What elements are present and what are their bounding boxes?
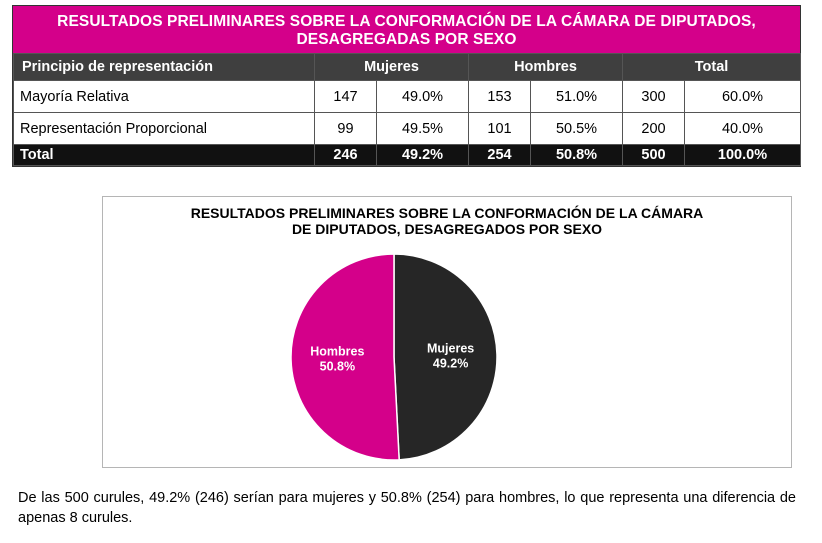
header-women: Mujeres [314, 53, 469, 81]
men-percent: 50.5% [529, 112, 624, 145]
pie-slice-mujeres [393, 253, 498, 461]
table-title-line-1: RESULTADOS PRELIMINARES SOBRE LA CONFORM… [57, 13, 756, 30]
total-count: 200 [622, 112, 686, 145]
pie-label-value: 49.2% [433, 357, 468, 371]
results-table: Principio de representación Mujeres Homb… [13, 53, 802, 166]
pie-label-value: 50.8% [320, 359, 355, 373]
total-men-percent: 50.8% [529, 144, 624, 166]
pie-chart-panel: RESULTADOS PRELIMINARES SOBRE LA CONFORM… [102, 196, 792, 468]
row-label: Representación Proporcional [13, 112, 315, 145]
men-percent: 51.0% [529, 80, 624, 113]
pie-slice-hombres [290, 253, 400, 461]
chart-title-line-2: DE DIPUTADOS, DESAGREGADOS POR SEXO [291, 221, 603, 237]
women-count: 99 [314, 112, 377, 145]
header-total: Total [622, 53, 802, 81]
header-men: Hombres [467, 53, 624, 81]
table-title-line-2: DESAGREGADAS POR SEXO [296, 31, 517, 48]
total-percent: 40.0% [684, 112, 802, 145]
men-count: 153 [468, 80, 531, 113]
women-count: 147 [314, 80, 377, 113]
total-men-count: 254 [468, 144, 531, 166]
total-count: 300 [622, 80, 686, 113]
chart-title: RESULTADOS PRELIMINARES SOBRE LA CONFORM… [103, 205, 791, 237]
table-row: Representación Proporcional 99 49.5% 101… [13, 112, 802, 145]
women-percent: 49.0% [376, 80, 469, 113]
header-principle: Principio de representación [13, 53, 315, 81]
men-count: 101 [468, 112, 531, 145]
table-total-row: Total 246 49.2% 254 50.8% 500 100.0% [13, 144, 802, 166]
total-women-percent: 49.2% [376, 144, 469, 166]
pie-chart: Mujeres 49.2% Hombres 50.8% [290, 253, 498, 461]
pie-label-hombres: Hombres 50.8% [310, 344, 364, 373]
table-title: RESULTADOS PRELIMINARES SOBRE LA CONFORM… [13, 6, 800, 53]
row-label: Mayoría Relativa [13, 80, 315, 113]
total-percent: 60.0% [684, 80, 802, 113]
results-table-block: RESULTADOS PRELIMINARES SOBRE LA CONFORM… [12, 5, 802, 167]
grand-total-count: 500 [622, 144, 686, 166]
women-percent: 49.5% [376, 112, 469, 145]
chart-title-line-1: RESULTADOS PRELIMINARES SOBRE LA CONFORM… [190, 205, 704, 221]
table-header-row: Principio de representación Mujeres Homb… [13, 53, 802, 81]
grand-total-percent: 100.0% [684, 144, 802, 166]
pie-label-name: Mujeres [427, 342, 474, 356]
summary-caption: De las 500 curules, 49.2% (246) serían p… [18, 490, 796, 526]
total-row-label: Total [13, 144, 315, 166]
table-row: Mayoría Relativa 147 49.0% 153 51.0% 300… [13, 80, 802, 113]
total-women-count: 246 [314, 144, 377, 166]
pie-label-mujeres: Mujeres 49.2% [427, 342, 474, 371]
pie-label-name: Hombres [310, 344, 364, 358]
